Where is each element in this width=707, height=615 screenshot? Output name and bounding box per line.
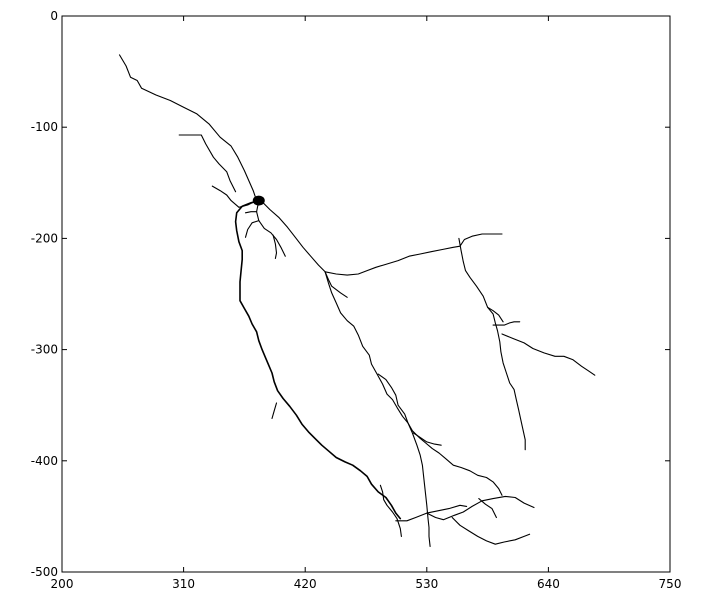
branch-line-18 <box>478 498 497 519</box>
x-tick-label: 640 <box>537 577 560 591</box>
series-layer <box>118 54 596 547</box>
branch-line-16 <box>377 373 431 547</box>
y-tick-label: -300 <box>31 343 58 357</box>
y-tick-label: -500 <box>31 565 58 579</box>
branch-line-22 <box>244 220 260 238</box>
branch-line-13 <box>271 402 278 420</box>
branch-line-19 <box>451 516 531 545</box>
x-tick-label: 750 <box>659 577 682 591</box>
branch-line-1 <box>178 134 237 193</box>
x-tick-label: 420 <box>294 577 317 591</box>
branch-line-3 <box>256 200 326 273</box>
labels-layer: 200 310 420 530 640 750 0 -100 -200 -300 -400 -500 <box>31 9 682 591</box>
branch-line-20 <box>256 200 286 257</box>
branch-line-10 <box>324 271 503 496</box>
y-tick-label: -100 <box>31 120 58 134</box>
branch-line-4 <box>324 271 348 298</box>
y-tick-label: 0 <box>50 9 58 23</box>
x-tick-label: 530 <box>415 577 438 591</box>
y-tick-label: -400 <box>31 454 58 468</box>
branch-line-8 <box>492 321 521 326</box>
branch-line-23 <box>272 234 278 259</box>
branch-line-17 <box>426 495 535 521</box>
x-tick-label: 310 <box>172 577 195 591</box>
branch-line-2 <box>211 185 258 208</box>
branch-line-6 <box>458 237 504 323</box>
branch-line-14 <box>379 484 402 537</box>
branch-line-12 <box>234 199 402 520</box>
branch-line-7 <box>487 306 526 451</box>
branch-line-0 <box>118 54 258 202</box>
ticks-layer <box>61 15 671 573</box>
branch-line-21 <box>244 211 258 214</box>
plot-area <box>61 15 671 573</box>
y-tick-label: -200 <box>31 231 58 245</box>
branch-line-9 <box>501 333 596 376</box>
branch-line-5 <box>324 233 503 276</box>
branch-line-11 <box>412 432 442 446</box>
branch-line-15 <box>395 504 468 522</box>
x-tick-label: 200 <box>51 577 74 591</box>
soma-marker <box>252 195 265 206</box>
